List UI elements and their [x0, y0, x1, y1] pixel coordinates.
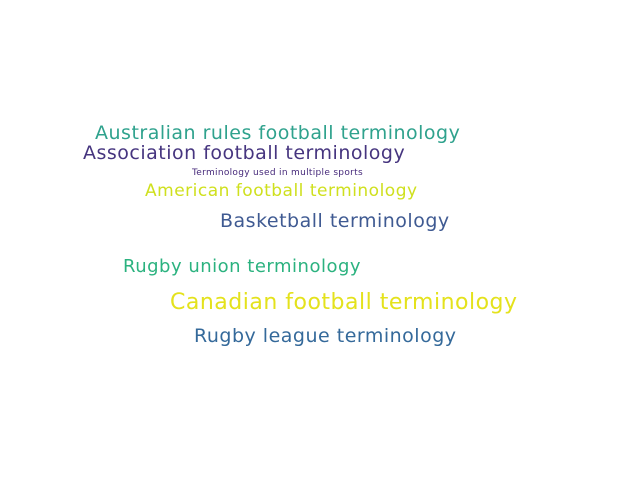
word-australian-rules-football: Australian rules football terminology — [95, 122, 461, 144]
word-rugby-league: Rugby league terminology — [194, 325, 457, 347]
word-association-football: Association football terminology — [83, 142, 406, 164]
word-multiple-sports: Terminology used in multiple sports — [192, 168, 363, 178]
word-american-football: American football terminology — [145, 181, 418, 201]
word-canadian-football: Canadian football terminology — [170, 290, 518, 315]
word-rugby-union: Rugby union terminology — [123, 256, 362, 277]
word-basketball: Basketball terminology — [220, 210, 450, 232]
